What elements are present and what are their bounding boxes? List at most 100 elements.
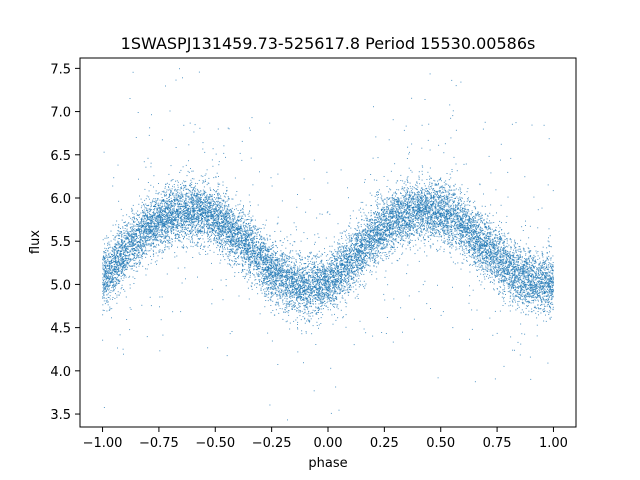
data-point (230, 221, 232, 223)
data-point (440, 201, 442, 203)
data-point (122, 273, 124, 275)
data-point (219, 206, 221, 208)
chart-title: 1SWASPJ131459.73-525617.8 Period 15530.0… (121, 34, 536, 53)
data-point (429, 183, 431, 185)
data-point (450, 204, 452, 206)
data-point (545, 287, 547, 289)
data-point (277, 303, 279, 304)
data-point (528, 293, 530, 295)
data-point (503, 258, 505, 260)
data-point (402, 225, 404, 227)
data-point (190, 179, 192, 181)
data-point (284, 297, 286, 299)
data-point (496, 266, 498, 268)
data-point (222, 207, 224, 209)
data-point (114, 264, 116, 265)
data-point (534, 283, 536, 285)
data-point (473, 245, 475, 247)
data-point (417, 196, 418, 198)
data-point (141, 255, 143, 257)
data-point (235, 205, 237, 207)
data-point (421, 204, 423, 206)
data-point (266, 247, 268, 249)
data-point (261, 282, 263, 284)
data-point (339, 271, 341, 273)
data-point (264, 270, 266, 271)
data-point (528, 292, 530, 294)
data-point (146, 208, 148, 210)
data-point (543, 320, 545, 322)
data-point (489, 277, 491, 278)
data-point (194, 194, 195, 196)
data-point (434, 212, 436, 214)
data-point (257, 274, 259, 276)
data-point (120, 262, 122, 264)
data-point (205, 218, 207, 220)
data-point (164, 222, 165, 224)
data-point (513, 260, 515, 262)
data-point (166, 204, 168, 206)
data-point (550, 286, 552, 288)
data-point (316, 280, 318, 282)
data-point (502, 260, 504, 262)
data-point (494, 267, 496, 269)
data-point (292, 295, 294, 297)
data-point (443, 241, 445, 243)
data-point (240, 225, 242, 227)
data-point (245, 232, 247, 233)
data-point (139, 259, 141, 261)
data-point (515, 122, 517, 124)
data-point (231, 229, 233, 231)
data-point (176, 180, 178, 182)
data-point (168, 211, 169, 213)
data-point (226, 190, 228, 192)
data-point (256, 286, 258, 288)
data-point (134, 234, 136, 236)
data-point (121, 249, 123, 251)
data-point (107, 293, 109, 295)
data-point (550, 266, 552, 268)
data-point (408, 167, 410, 169)
data-point (362, 260, 364, 262)
data-point (492, 231, 494, 233)
data-point (476, 237, 477, 239)
data-point (163, 216, 165, 218)
data-point (349, 283, 351, 285)
data-point (315, 266, 316, 268)
data-point (133, 250, 134, 252)
data-point (146, 268, 148, 270)
data-point (209, 235, 211, 237)
data-point (327, 298, 329, 299)
data-point (315, 306, 317, 308)
data-point (225, 193, 227, 195)
data-point (466, 200, 468, 202)
data-point (205, 196, 207, 198)
data-point (299, 258, 301, 260)
data-point (112, 185, 114, 187)
data-point (527, 270, 529, 272)
data-point (305, 332, 307, 334)
data-point (455, 249, 457, 251)
data-point (224, 216, 226, 218)
data-point (328, 286, 330, 288)
data-point (500, 263, 502, 265)
data-point (391, 201, 393, 203)
data-point (295, 274, 297, 276)
data-point (147, 233, 148, 235)
data-point (357, 298, 359, 299)
data-point (160, 222, 162, 223)
data-point (441, 239, 443, 241)
data-point (377, 248, 378, 250)
data-point (244, 233, 246, 235)
data-point (536, 274, 538, 276)
data-point (243, 254, 245, 256)
data-point (134, 258, 136, 260)
data-point (422, 215, 423, 217)
data-point (185, 234, 187, 236)
data-point (428, 123, 430, 125)
data-point (506, 280, 508, 282)
data-point (281, 254, 283, 256)
data-point (423, 208, 425, 210)
data-point (341, 258, 343, 260)
data-point (373, 222, 375, 224)
